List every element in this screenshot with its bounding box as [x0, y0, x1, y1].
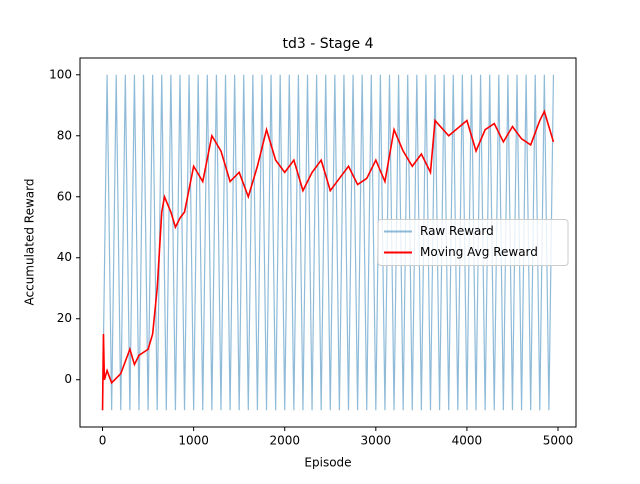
legend-label: Raw Reward: [420, 224, 494, 238]
x-tick-label: 4000: [452, 434, 483, 448]
y-tick-label: 80: [57, 128, 72, 142]
x-axis-label: Episode: [304, 456, 351, 470]
x-tick-label: 3000: [361, 434, 392, 448]
chart-title: td3 - Stage 4: [282, 36, 373, 52]
y-tick-label: 100: [49, 67, 72, 81]
x-tick-label: 2000: [269, 434, 300, 448]
x-tick-label: 0: [99, 434, 107, 448]
series-line: [101, 109, 555, 411]
y-tick-label: 60: [57, 189, 72, 203]
x-tick-label: 5000: [543, 434, 574, 448]
axes-frame: [79, 57, 577, 428]
y-tick-label: 40: [57, 250, 72, 264]
x-tick-label: 1000: [178, 434, 209, 448]
legend-box: [377, 219, 569, 266]
y-axis-label: Accumulated Reward: [23, 179, 37, 306]
y-tick-label: 0: [64, 372, 72, 386]
y-tick-label: 20: [57, 311, 72, 325]
legend-label: Moving Avg Reward: [420, 245, 538, 259]
